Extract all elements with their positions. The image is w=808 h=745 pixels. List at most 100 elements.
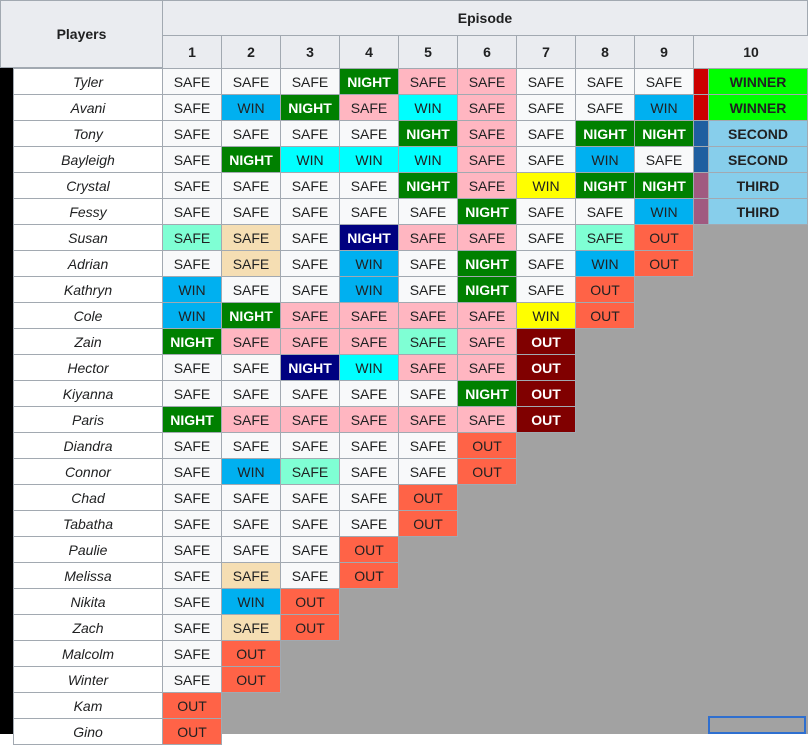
episode-result-cell: SAFE <box>339 406 399 433</box>
episode-result-cell: SAFE <box>221 120 281 147</box>
player-name: Zach <box>13 614 163 641</box>
episode-result-cell: SAFE <box>162 224 222 251</box>
episode-result-cell: SAFE <box>162 666 222 693</box>
episode-result-cell: SAFE <box>162 484 222 511</box>
episode-result-cell: SAFE <box>339 120 399 147</box>
episode-number-header[interactable]: 10 <box>693 35 808 69</box>
episode-result-cell: SAFE <box>162 172 222 199</box>
episode-number-header[interactable]: 8 <box>575 35 635 69</box>
episode-result-cell: WIN <box>516 172 576 199</box>
episode-result-cell: WIN <box>221 458 281 485</box>
episode-result-cell: SAFE <box>398 432 458 459</box>
episode-result-cell: SAFE <box>339 172 399 199</box>
episode-result-cell: SAFE <box>457 302 517 329</box>
player-name: Cole <box>13 302 163 329</box>
episode-result-cell: NIGHT <box>457 276 517 303</box>
final-placement-cell: SECOND <box>708 146 808 173</box>
episode-result-cell: NIGHT <box>339 224 399 251</box>
episode-number-header[interactable]: 4 <box>339 35 399 69</box>
episode-result-cell: WIN <box>162 302 222 329</box>
episode-result-cell: WIN <box>575 146 635 173</box>
player-name: Melissa <box>13 562 163 589</box>
episode-number-header[interactable]: 1 <box>162 35 222 69</box>
episode-result-cell: OUT <box>162 718 222 745</box>
episode-result-cell: SAFE <box>457 328 517 355</box>
episode-result-cell: SAFE <box>162 614 222 641</box>
placement-color-marker <box>693 146 709 173</box>
player-name: Tabatha <box>13 510 163 537</box>
episode-result-cell: SAFE <box>457 224 517 251</box>
episode-result-cell: SAFE <box>221 614 281 641</box>
episode-result-cell: SAFE <box>457 354 517 381</box>
final-placement-cell: THIRD <box>708 198 808 225</box>
player-name: Gino <box>13 718 163 745</box>
episode-result-cell: WIN <box>634 198 694 225</box>
episode-result-cell: NIGHT <box>634 120 694 147</box>
episode-result-cell: OUT <box>398 484 458 511</box>
players-header[interactable]: Players <box>0 0 163 68</box>
player-name: Avani <box>13 94 163 121</box>
episode-result-cell: SAFE <box>221 484 281 511</box>
player-name: Kiyanna <box>13 380 163 407</box>
cell-selection-outline[interactable] <box>708 716 806 734</box>
episode-result-cell: SAFE <box>162 510 222 537</box>
episode-result-cell: SAFE <box>575 198 635 225</box>
episode-result-cell: SAFE <box>162 640 222 667</box>
episode-result-cell: SAFE <box>280 458 340 485</box>
episode-result-cell: SAFE <box>221 250 281 277</box>
episode-result-cell: SAFE <box>280 406 340 433</box>
episode-result-cell: SAFE <box>457 406 517 433</box>
episode-number-header[interactable]: 3 <box>280 35 340 69</box>
episode-result-cell: SAFE <box>221 276 281 303</box>
episode-result-cell: SAFE <box>162 432 222 459</box>
episode-result-cell: SAFE <box>162 94 222 121</box>
episode-result-cell: SAFE <box>398 302 458 329</box>
episode-result-cell: SAFE <box>280 224 340 251</box>
episode-result-cell: SAFE <box>398 198 458 225</box>
episode-result-cell: NIGHT <box>221 146 281 173</box>
episode-result-cell: SAFE <box>280 250 340 277</box>
episode-number-header[interactable]: 9 <box>634 35 694 69</box>
episode-result-cell: WIN <box>575 250 635 277</box>
episode-result-cell: SAFE <box>162 120 222 147</box>
episode-result-cell: SAFE <box>162 250 222 277</box>
episode-result-cell: SAFE <box>339 198 399 225</box>
episode-result-cell: SAFE <box>634 146 694 173</box>
episode-number-header[interactable]: 2 <box>221 35 281 69</box>
episode-result-cell: SAFE <box>516 250 576 277</box>
episode-result-cell: SAFE <box>634 68 694 95</box>
episode-number-header[interactable]: 5 <box>398 35 458 69</box>
placement-color-marker <box>693 172 709 199</box>
episode-result-cell: SAFE <box>339 458 399 485</box>
episode-header[interactable]: Episode <box>162 0 808 36</box>
episode-result-cell: SAFE <box>280 328 340 355</box>
episode-result-cell: OUT <box>221 640 281 667</box>
player-name: Nikita <box>13 588 163 615</box>
episode-result-cell: OUT <box>575 302 635 329</box>
episode-result-cell: SAFE <box>398 354 458 381</box>
episode-number-header[interactable]: 7 <box>516 35 576 69</box>
player-name: Hector <box>13 354 163 381</box>
episode-result-cell: NIGHT <box>457 250 517 277</box>
episode-result-cell: WIN <box>516 302 576 329</box>
episode-result-cell: SAFE <box>280 380 340 407</box>
episode-result-cell: SAFE <box>221 510 281 537</box>
player-name: Zain <box>13 328 163 355</box>
episode-result-cell: NIGHT <box>575 172 635 199</box>
episode-result-cell: SAFE <box>398 276 458 303</box>
episode-result-cell: SAFE <box>280 432 340 459</box>
episode-result-cell: SAFE <box>457 68 517 95</box>
episode-result-cell: WIN <box>339 146 399 173</box>
episode-result-cell: SAFE <box>457 120 517 147</box>
episode-result-cell: OUT <box>339 536 399 563</box>
episode-number-header[interactable]: 6 <box>457 35 517 69</box>
player-name: Malcolm <box>13 640 163 667</box>
episode-result-cell: OUT <box>516 328 576 355</box>
episode-result-cell: NIGHT <box>398 172 458 199</box>
episode-result-cell: SAFE <box>280 484 340 511</box>
episode-result-cell: SAFE <box>162 458 222 485</box>
episode-result-cell: OUT <box>516 380 576 407</box>
episode-result-cell: WIN <box>280 146 340 173</box>
episode-result-cell: SAFE <box>221 380 281 407</box>
